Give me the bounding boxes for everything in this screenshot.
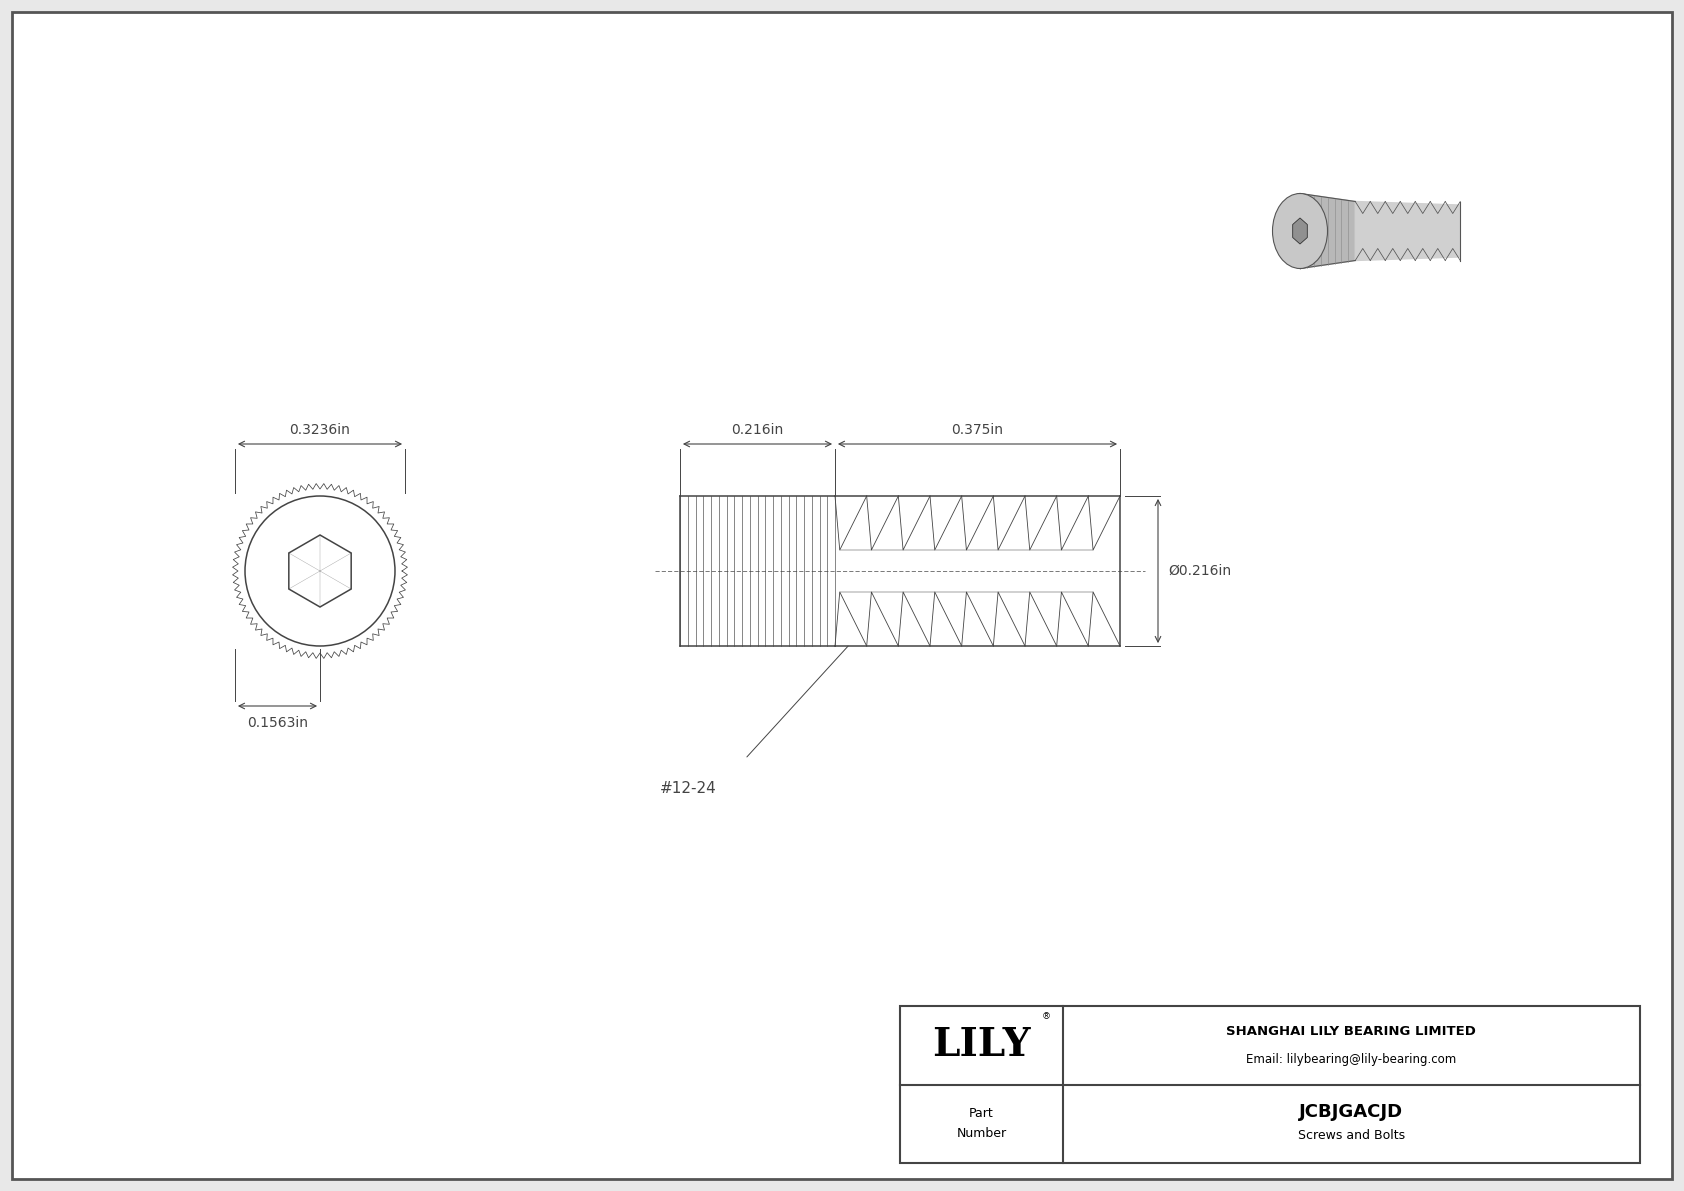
Text: SHANGHAI LILY BEARING LIMITED: SHANGHAI LILY BEARING LIMITED bbox=[1226, 1024, 1477, 1037]
Text: 0.3236in: 0.3236in bbox=[290, 423, 350, 437]
Ellipse shape bbox=[1273, 193, 1327, 268]
Text: Email: lilybearing@lily-bearing.com: Email: lilybearing@lily-bearing.com bbox=[1246, 1053, 1457, 1066]
Text: JCBJGACJD: JCBJGACJD bbox=[1300, 1103, 1403, 1121]
Text: Number: Number bbox=[957, 1127, 1007, 1140]
Text: 0.1563in: 0.1563in bbox=[248, 716, 308, 730]
Text: Screws and Bolts: Screws and Bolts bbox=[1298, 1129, 1404, 1142]
Polygon shape bbox=[1293, 218, 1307, 244]
Polygon shape bbox=[1300, 193, 1356, 268]
Text: Ø0.216in: Ø0.216in bbox=[1169, 565, 1231, 578]
Text: 0.375in: 0.375in bbox=[951, 423, 1004, 437]
Polygon shape bbox=[1356, 201, 1460, 261]
Text: 0.216in: 0.216in bbox=[731, 423, 783, 437]
Text: Part: Part bbox=[968, 1108, 994, 1121]
Text: ®: ® bbox=[1042, 1012, 1051, 1021]
Bar bbox=[899, 1006, 1640, 1162]
Text: LILY: LILY bbox=[933, 1027, 1031, 1065]
Text: #12-24: #12-24 bbox=[660, 781, 717, 796]
